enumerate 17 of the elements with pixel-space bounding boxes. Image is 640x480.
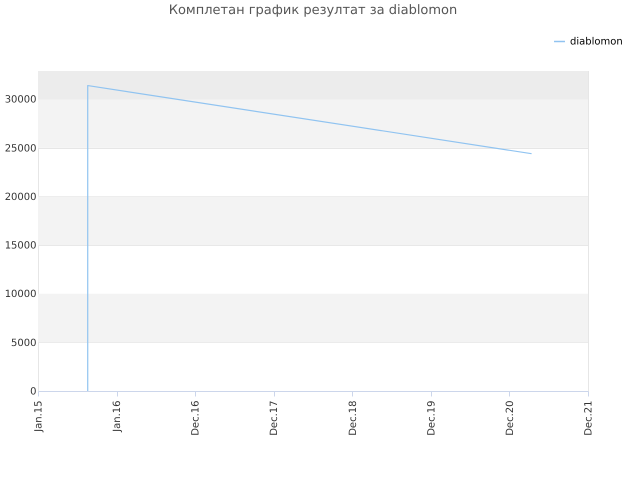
y-tick-label: 30000	[4, 94, 36, 106]
x-tick-label: Jan.15	[34, 400, 44, 433]
y-tick-label: 10000	[4, 289, 36, 300]
y-tick-label: 20000	[4, 192, 36, 203]
x-tick-label: Dec.21	[584, 400, 594, 436]
y-tick-label: 5000	[11, 338, 36, 349]
x-tick-label: Jan.16	[112, 400, 124, 433]
x-tick-label: Dec.20	[504, 400, 516, 436]
legend-label: diablomon	[570, 36, 623, 48]
x-tick-label: Dec.19	[426, 400, 438, 436]
chart-title: Комплетан график резултат за diablomon	[168, 3, 458, 18]
x-tick-label: Dec.16	[190, 400, 202, 436]
x-tick-label: Dec.18	[348, 400, 359, 436]
y-tick-label: 0	[30, 386, 36, 398]
y-tick-label: 25000	[4, 143, 36, 154]
x-tick-label: Dec.17	[269, 400, 280, 436]
y-tick-label: 15000	[4, 240, 36, 252]
